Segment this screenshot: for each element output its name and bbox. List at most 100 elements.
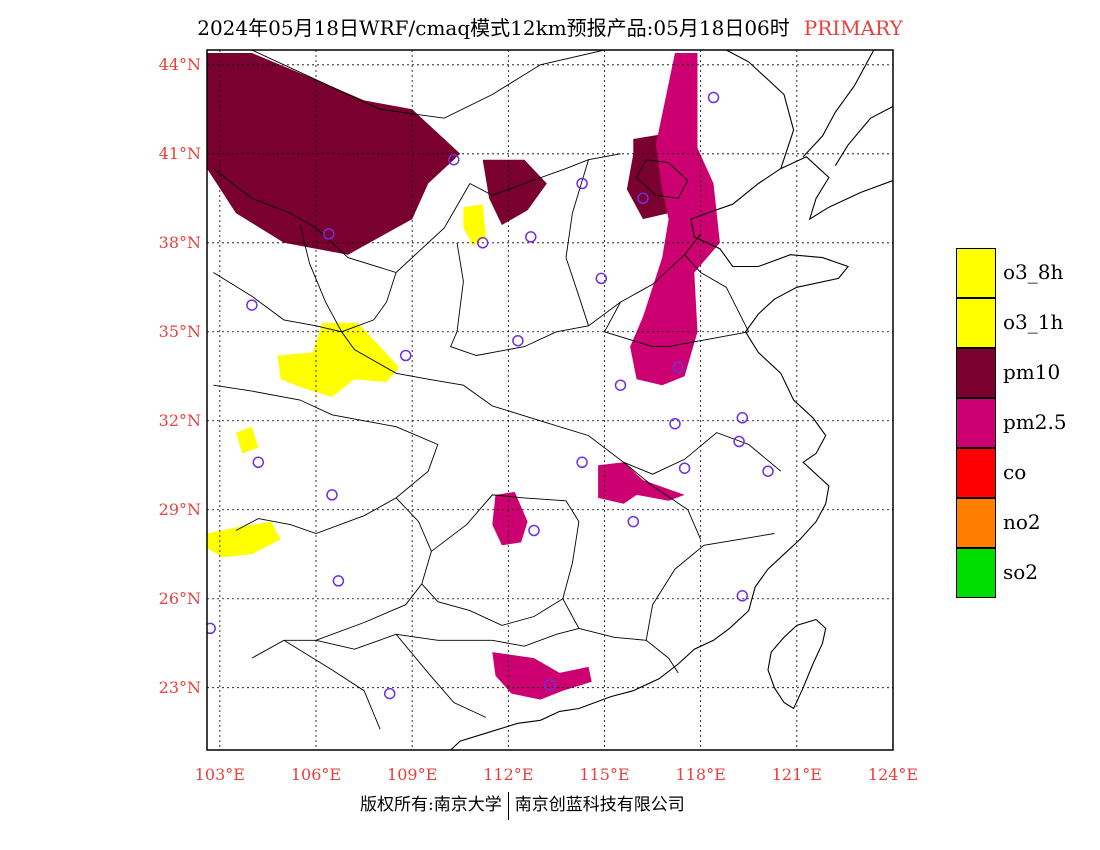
- province-boundary-23: [684, 254, 750, 333]
- province-boundary-10: [213, 384, 439, 534]
- city-marker-23: [207, 622, 216, 635]
- city-marker-8: [246, 299, 258, 311]
- city-marker-4: [525, 231, 537, 243]
- city-marker-6: [637, 192, 649, 205]
- footer-company: 南京创蓝科技有限公司: [514, 795, 685, 815]
- footer-copyright: 版权所有:南京大学: [360, 795, 502, 815]
- province-boundary-8: [341, 331, 493, 407]
- footer: 版权所有:南京大学 南京创蓝科技有限公司: [360, 790, 685, 820]
- city-marker-25: [544, 678, 556, 691]
- lat-tick-label: 38°N: [158, 232, 201, 252]
- city-marker-20: [678, 462, 691, 474]
- city-marker-13: [736, 412, 749, 424]
- lon-tick-label: 124°E: [867, 765, 919, 784]
- city-marker-15: [576, 456, 588, 469]
- legend-swatch: [956, 398, 996, 448]
- map-frame: [206, 49, 894, 751]
- pollution-region-o3_8h-9: [235, 426, 259, 454]
- legend-swatch: [956, 548, 996, 598]
- footer-separator: [507, 791, 509, 820]
- pollution-region-o3_8h-7: [277, 322, 400, 397]
- city-marker-7: [595, 272, 608, 285]
- legend-swatch: [956, 298, 996, 348]
- city-marker-12: [672, 361, 684, 374]
- city-marker-18: [528, 524, 540, 537]
- province-boundary-20: [213, 272, 342, 333]
- legend-label: o3_1h: [1003, 310, 1064, 334]
- city-marker-10: [512, 334, 524, 347]
- province-boundary-16: [623, 461, 702, 540]
- pollution-region-pm10-2: [482, 159, 547, 225]
- province-boundary-9: [492, 405, 782, 475]
- legend-label: so2: [1003, 560, 1039, 584]
- lon-tick-label: 106°E: [290, 765, 342, 784]
- legend-swatch: [956, 498, 996, 548]
- province-boundary-2: [469, 153, 621, 196]
- lon-tick-label: 118°E: [675, 765, 726, 784]
- coastline-3: [726, 50, 795, 169]
- lat-tick-label: 44°N: [158, 54, 201, 74]
- city-marker-5: [576, 177, 588, 190]
- lat-tick-label: 29°N: [158, 499, 201, 519]
- city-marker-19: [627, 515, 640, 528]
- legend-label: no2: [1003, 510, 1041, 534]
- lat-tick-label: 41°N: [158, 143, 201, 163]
- lat-tick-label: 23°N: [158, 677, 201, 697]
- pollution-region-pm25-4: [598, 462, 685, 504]
- province-boundary-22: [341, 272, 397, 333]
- city-marker-3: [476, 237, 489, 249]
- city-marker-9: [399, 349, 412, 362]
- province-boundary-13: [421, 583, 564, 626]
- legend-swatch: [956, 248, 996, 298]
- city-marker-16: [252, 456, 265, 469]
- chart-title: 2024年05月18日WRF/cmaq模式12km预报产品:05月18日06时 P…: [0, 12, 1100, 41]
- pollution-region-pm25-6: [492, 652, 592, 700]
- city-marker-21: [733, 435, 745, 448]
- lon-tick-label: 109°E: [387, 765, 438, 784]
- coastline-4: [834, 105, 893, 166]
- province-boundary-19: [395, 634, 487, 718]
- lat-tick-label: 26°N: [158, 588, 201, 608]
- city-marker-27: [762, 465, 774, 477]
- pollution-region-pm25-3: [630, 53, 720, 386]
- province-boundary-24: [636, 159, 689, 199]
- province-boundary-11: [251, 497, 432, 659]
- province-boundary-4: [449, 242, 557, 356]
- legend-label: o3_8h: [1003, 260, 1064, 284]
- province-boundary-3: [565, 159, 589, 326]
- city-marker-26: [736, 590, 749, 602]
- province-boundary-18: [283, 639, 381, 730]
- city-marker-17: [326, 489, 338, 501]
- lon-tick-label: 121°E: [771, 765, 822, 784]
- coastline-2: [802, 50, 875, 158]
- coastline-0: [450, 156, 893, 750]
- lon-tick-label: 112°E: [483, 765, 534, 784]
- lat-tick-label: 32°N: [158, 410, 201, 430]
- province-boundary-15: [645, 533, 775, 641]
- legend-label: pm2.5: [1003, 410, 1067, 434]
- province-boundary-14: [578, 627, 679, 674]
- lon-tick-label: 103°E: [194, 765, 245, 784]
- pollution-region-o3_8h-8: [207, 521, 281, 558]
- pollution-region-pm25-5: [492, 491, 528, 546]
- province-boundary-17: [315, 627, 580, 650]
- pollution-region-o3_8h-10: [463, 204, 486, 246]
- province-boundary-5: [556, 233, 702, 333]
- city-marker-22: [332, 575, 345, 587]
- legend-swatch: [956, 448, 996, 498]
- title-tag: PRIMARY: [803, 16, 903, 40]
- legend-label: pm10: [1003, 360, 1061, 384]
- city-marker-11: [614, 379, 627, 391]
- province-boundary-0: [251, 50, 605, 119]
- city-marker-0: [707, 91, 720, 104]
- map-content: [207, 50, 893, 750]
- province-boundary-6: [603, 301, 669, 348]
- city-marker-24: [383, 687, 396, 700]
- city-marker-2: [323, 228, 335, 240]
- coastline-1: [767, 618, 827, 710]
- city-marker-14: [669, 417, 681, 430]
- lon-tick-label: 115°E: [579, 765, 630, 784]
- legend-label: co: [1003, 460, 1027, 484]
- title-main: 2024年05月18日WRF/cmaq模式12km预报产品:05月18日06时: [197, 16, 790, 40]
